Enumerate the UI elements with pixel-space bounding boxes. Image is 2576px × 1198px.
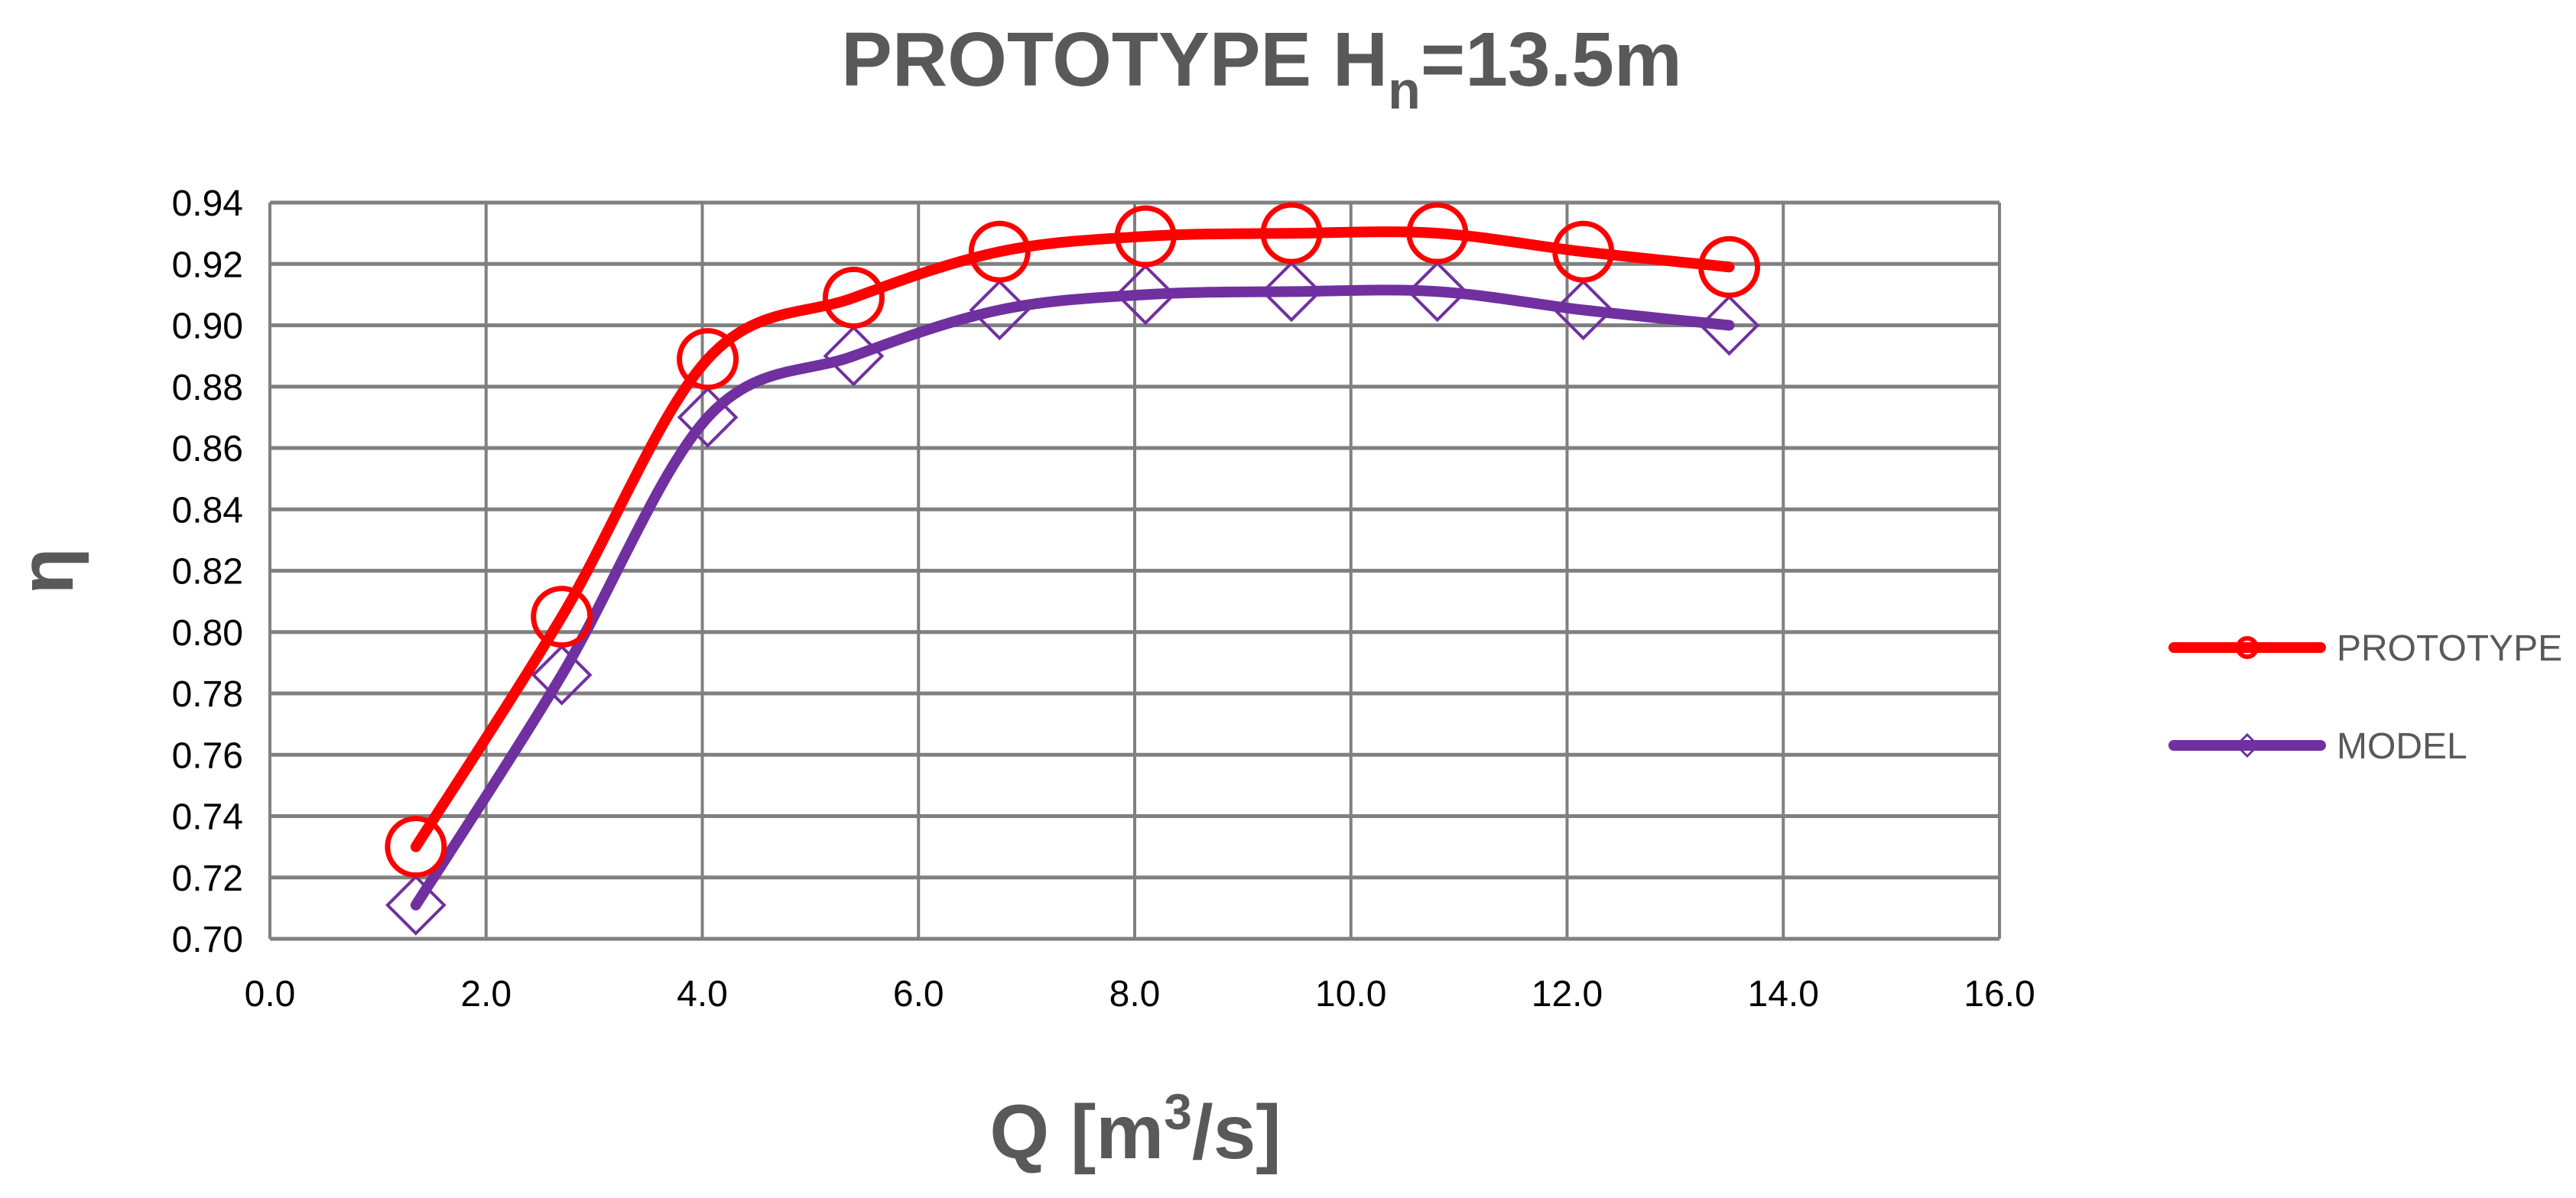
data-point-prototype [1406, 202, 1469, 265]
legend-item-model: MODEL [2168, 726, 2467, 767]
y-tick-label: 0.84 [172, 490, 243, 531]
plot-area [268, 200, 2001, 941]
x-tick-label: 8.0 [1109, 974, 1161, 1015]
data-point-model [531, 644, 593, 706]
y-tick-label: 0.72 [172, 859, 243, 899]
chart-title-main: PROTOTYPE H [841, 17, 1388, 102]
data-point-prototype [1552, 220, 1615, 283]
data-point-prototype [1698, 235, 1761, 298]
chart-title-subscript: n [1388, 60, 1421, 120]
legend-label-prototype: PROTOTYPE [2337, 628, 2562, 669]
y-tick-label: 0.94 [172, 183, 243, 224]
data-point-model [823, 325, 885, 387]
series-prototype [385, 202, 1761, 878]
y-axis-tick-labels: 0.94 0.92 0.90 0.88 0.86 0.84 0.82 0.80 0.78 0.76… [172, 183, 243, 960]
x-axis-title-superscript: 3 [1164, 1083, 1192, 1140]
y-tick-label: 0.70 [172, 920, 243, 960]
data-point-prototype [822, 266, 885, 329]
data-point-prototype [968, 220, 1031, 283]
x-tick-label: 2.0 [460, 974, 512, 1015]
x-axis-title-main: Q [m [989, 1089, 1164, 1175]
data-point-prototype [385, 816, 447, 878]
x-tick-label: 0.0 [245, 974, 296, 1015]
chart-title-suffix: =13.5m [1421, 17, 1682, 102]
chart-title: PROTOTYPE Hn=13.5m [841, 17, 1682, 120]
y-tick-label: 0.86 [172, 429, 243, 469]
data-point-model [385, 875, 447, 936]
x-axis-title-suffix: /s] [1192, 1089, 1282, 1175]
y-tick-label: 0.78 [172, 674, 243, 715]
data-point-model [1407, 261, 1468, 323]
y-axis-title: η [4, 547, 89, 594]
data-point-model [969, 279, 1031, 341]
data-point-model [1261, 261, 1322, 323]
x-tick-label: 12.0 [1532, 974, 1603, 1015]
series-line-model [410, 284, 1735, 911]
y-tick-label: 0.76 [172, 735, 243, 776]
x-axis-title: Q [m3/s] [989, 1083, 1281, 1175]
legend: PROTOTYPE MODEL [2168, 628, 2562, 767]
y-tick-label: 0.80 [172, 613, 243, 654]
x-tick-label: 4.0 [677, 974, 728, 1015]
legend-marker-model [2234, 732, 2260, 758]
data-point-model [1115, 264, 1176, 326]
data-point-prototype [677, 328, 739, 391]
x-tick-label: 10.0 [1315, 974, 1386, 1015]
legend-item-prototype: PROTOTYPE [2168, 628, 2562, 669]
legend-label-model: MODEL [2337, 726, 2467, 767]
data-point-model [1552, 279, 1614, 341]
data-point-model [677, 387, 739, 448]
y-tick-label: 0.90 [172, 307, 243, 347]
y-tick-label: 0.82 [172, 552, 243, 593]
data-point-model [1698, 294, 1760, 356]
series-line-prototype [410, 226, 1735, 852]
series-model [385, 261, 1760, 936]
data-point-prototype [531, 586, 593, 648]
legend-marker-prototype [2236, 636, 2259, 659]
y-tick-label: 0.92 [172, 245, 243, 285]
y-tick-label: 0.88 [172, 368, 243, 408]
x-tick-label: 6.0 [893, 974, 944, 1015]
x-tick-label: 16.0 [1964, 974, 2035, 1015]
data-point-prototype [1260, 202, 1323, 265]
x-axis-tick-labels: 0.0 2.0 4.0 6.0 8.0 10.0 12.0 14.0 16.0 [245, 974, 2035, 1015]
data-point-prototype [1114, 205, 1177, 268]
series-layer [385, 202, 1761, 936]
x-tick-label: 14.0 [1748, 974, 1819, 1015]
y-tick-label: 0.74 [172, 797, 243, 838]
